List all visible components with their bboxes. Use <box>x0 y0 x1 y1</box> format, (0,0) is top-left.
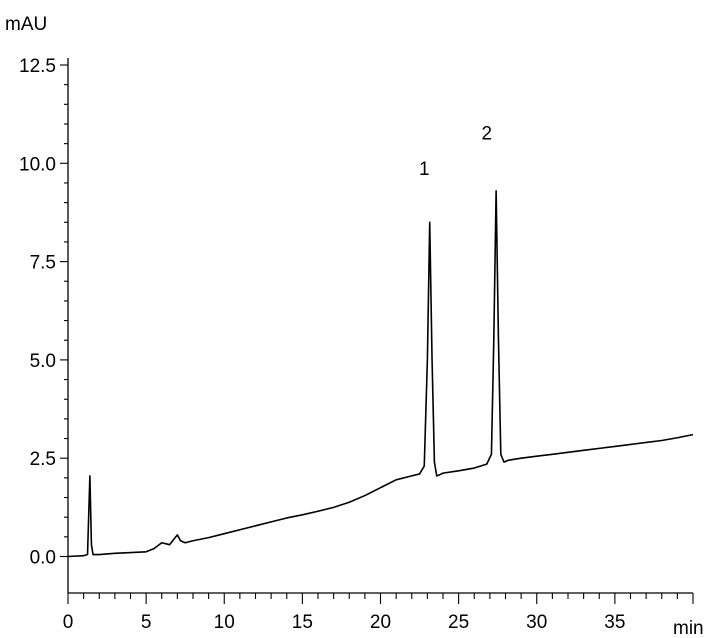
x-axis-label: min <box>673 618 704 638</box>
plot-area: 12 <box>67 124 694 558</box>
x-tick-label: 15 <box>292 612 313 633</box>
x-tick-label: 25 <box>448 612 469 633</box>
y-tick-label: 12.5 <box>19 56 56 77</box>
y-tick-label: 5.0 <box>30 351 56 372</box>
y-axis-ticks: 0.0 2.5 5.0 7.5 10.0 12.5 <box>19 56 68 569</box>
x-tick-label: 30 <box>526 612 547 633</box>
peak-label-2: 2 <box>481 124 492 145</box>
x-tick-label: 35 <box>604 612 625 633</box>
y-axis-label: mAU <box>5 14 47 35</box>
x-axis-ticks: 0 5 10 15 20 25 30 35 <box>63 593 694 633</box>
x-tick-label: 5 <box>141 612 152 633</box>
labels: mAU min <box>5 14 704 638</box>
x-tick-label: 20 <box>370 612 391 633</box>
y-tick-label: 0.0 <box>30 548 56 569</box>
y-tick-label: 7.5 <box>30 253 56 274</box>
y-tick-label: 2.5 <box>30 449 56 470</box>
x-tick-label: 10 <box>214 612 235 633</box>
y-tick-label: 10.0 <box>19 154 56 175</box>
axes <box>67 58 693 594</box>
peak-label-1: 1 <box>419 159 430 180</box>
x-tick-label: 0 <box>63 612 74 633</box>
chromatogram-trace <box>67 190 694 558</box>
